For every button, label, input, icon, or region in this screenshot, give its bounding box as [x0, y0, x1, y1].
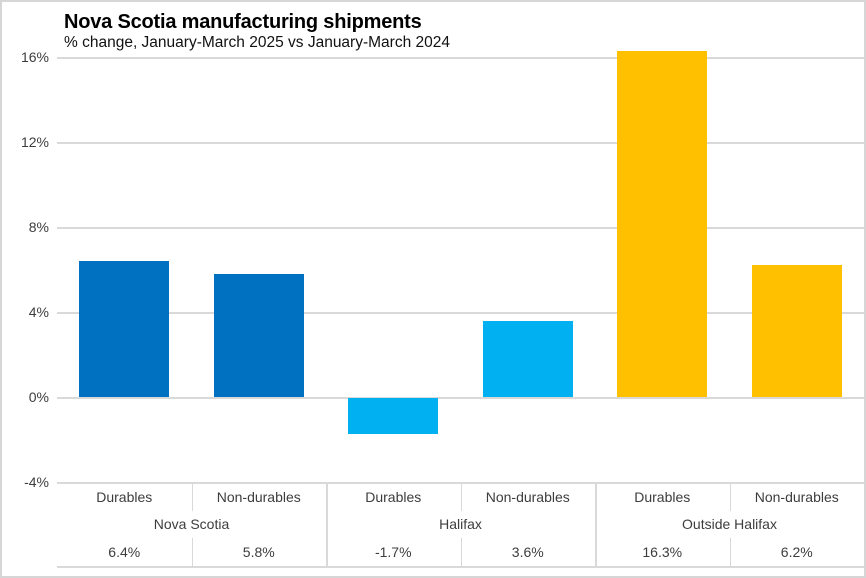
bar-halifax-durables [348, 398, 439, 435]
table-column-divider [191, 538, 193, 566]
gridline--4% [57, 482, 864, 484]
gridline-0% [57, 397, 864, 399]
y-axis-tick-label: 4% [28, 304, 49, 320]
table-column-divider [460, 483, 462, 511]
bar-nova-scotia-non-durables [213, 273, 304, 397]
table-value-label: -1.7% [374, 544, 412, 560]
table-category-label: Durables [634, 488, 691, 505]
table-category-label: Non-durables [216, 488, 301, 505]
bar-halifax-non-durables [482, 320, 573, 397]
y-axis-tick-label: 12% [20, 134, 49, 150]
table-group-label: Halifax [439, 516, 482, 533]
gridline-12% [57, 142, 864, 144]
table-value-label: 3.6% [511, 544, 544, 560]
table-column-divider [729, 483, 731, 511]
table-category-label: Non-durables [485, 488, 570, 505]
table-column-divider [729, 538, 731, 566]
table-bottom-border [57, 566, 864, 568]
y-axis-tick-label: 8% [28, 219, 49, 235]
table-column-divider [460, 538, 462, 566]
y-axis-tick-label: 16% [20, 49, 49, 65]
table-group-divider [595, 483, 597, 566]
chart-title: Nova Scotia manufacturing shipments [64, 11, 422, 33]
table-value-label: 5.8% [242, 544, 275, 560]
table-group-label: Outside Halifax [682, 516, 777, 533]
bar-nova-scotia-durables [79, 261, 170, 397]
y-axis-tick-label: 0% [28, 389, 49, 405]
table-group-label: Nova Scotia [153, 516, 230, 533]
gridline-8% [57, 227, 864, 229]
y-axis-tick-label: -4% [24, 474, 49, 490]
bar-outside-halifax-durables [617, 50, 708, 397]
table-value-label: 16.3% [642, 544, 683, 560]
table-value-label: 6.2% [780, 544, 813, 560]
bar-outside-halifax-non-durables [751, 265, 842, 397]
table-category-label: Durables [96, 488, 153, 505]
table-category-label: Non-durables [754, 488, 839, 505]
table-value-label: 6.4% [108, 544, 141, 560]
gridline-4% [57, 312, 864, 314]
chart-subtitle: % change, January-March 2025 vs January-… [64, 34, 450, 51]
gridline-16% [57, 57, 864, 59]
table-group-divider [326, 483, 328, 566]
table-category-label: Durables [365, 488, 422, 505]
table-column-divider [191, 483, 193, 511]
